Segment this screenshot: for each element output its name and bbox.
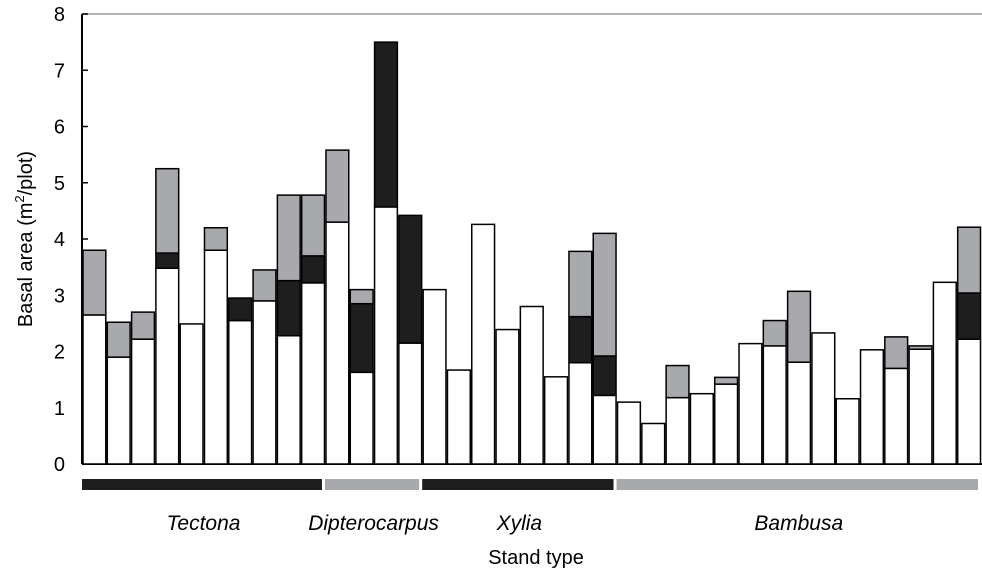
bar-segment [276,279,301,337]
bar-segment [713,376,739,385]
bar-segment [203,249,229,465]
bars [82,41,982,465]
bar-segment [932,281,957,465]
bar-segment [82,249,107,316]
bar-segment [373,41,399,208]
bar-segment [762,319,787,347]
group-bar [422,479,614,490]
bar-segment [82,314,107,465]
group-label: Bambusa [754,512,843,535]
y-tick-label: 8 [54,4,65,26]
bar-segment [641,422,666,465]
bar-segment [956,226,982,294]
y-axis-title-end: /plot) [15,151,37,195]
bar-segment [762,345,787,465]
y-tick-label: 6 [54,117,65,139]
bar-segment [884,367,909,465]
bar-segment [228,319,253,465]
group-bar [616,479,978,490]
bar-segment [106,356,131,465]
bar-segment [446,369,472,465]
bar-segment [155,252,180,269]
bar-segment [276,335,301,465]
bar-segment [228,297,253,322]
bar-segment [738,342,763,465]
bar-segment [811,332,836,465]
bar-segment [616,401,642,465]
bar-segment [786,361,812,465]
bar-segment [349,371,374,465]
bar-segment [300,255,326,284]
group-label: Dipterocarpus [308,512,439,535]
bar-segment [373,206,399,465]
bar-segment [130,311,156,340]
x-axis-title: Stand type [488,547,584,569]
bar-segment [713,383,739,465]
y-tick-label: 2 [54,342,65,364]
bar-segment [325,221,350,465]
bar-segment [155,167,180,254]
y-tick-label: 0 [54,454,65,476]
bar-segment [665,396,690,465]
group-bar [324,479,420,490]
bar-segment [956,292,982,340]
bar-segment [956,338,982,465]
bar-segment [252,269,277,302]
bar-segment [276,194,301,282]
bar-segment [884,336,909,370]
bar-segment [130,338,156,465]
bar-segment [398,342,423,465]
bar-segment [179,323,204,465]
y-axis-title: Basal area (m2/plot) [12,151,37,327]
y-tick-label: 5 [54,173,65,195]
bar-segment [908,348,933,465]
bar-segment [908,345,933,350]
bar-segment [300,194,326,257]
bar-segment [592,355,617,397]
bar-segment [689,392,714,465]
bar-segment [568,250,593,318]
bar-segment [300,282,326,465]
bar-segment [203,227,229,251]
bar-segment [859,349,885,465]
bar-segment [835,398,860,465]
bar-segment [422,288,447,465]
bar-segment [519,305,544,465]
group-bar [82,479,322,490]
y-axis-title-main: Basal area (m [15,203,37,328]
y-tick-label: 4 [54,229,65,251]
bar-segment [471,223,496,465]
bar-segment [568,362,593,465]
bar-segment [398,214,423,344]
bar-segment [349,288,374,305]
bar-segment [495,328,520,465]
bar-segment [252,300,277,465]
bar-segment [786,290,812,363]
bar-segment [568,315,593,364]
bar-segment [592,232,617,357]
bar-segment [665,364,690,399]
group-label: Xylia [496,512,543,535]
stand-groups: Tectona Dipterocarpus Xylia Bambusa [82,479,978,535]
bar-segment [543,376,569,465]
y-axis-title-sup: 2 [12,195,27,202]
bar-segment [592,394,617,465]
bar-segment [325,149,350,223]
group-label: Tectona [167,512,241,535]
bar-segment [106,321,131,358]
y-tick-label: 1 [54,398,65,420]
bar-segment [155,267,180,465]
y-tick-label: 7 [54,60,65,82]
y-tick-label: 3 [54,285,65,307]
bar-segment [349,302,374,374]
